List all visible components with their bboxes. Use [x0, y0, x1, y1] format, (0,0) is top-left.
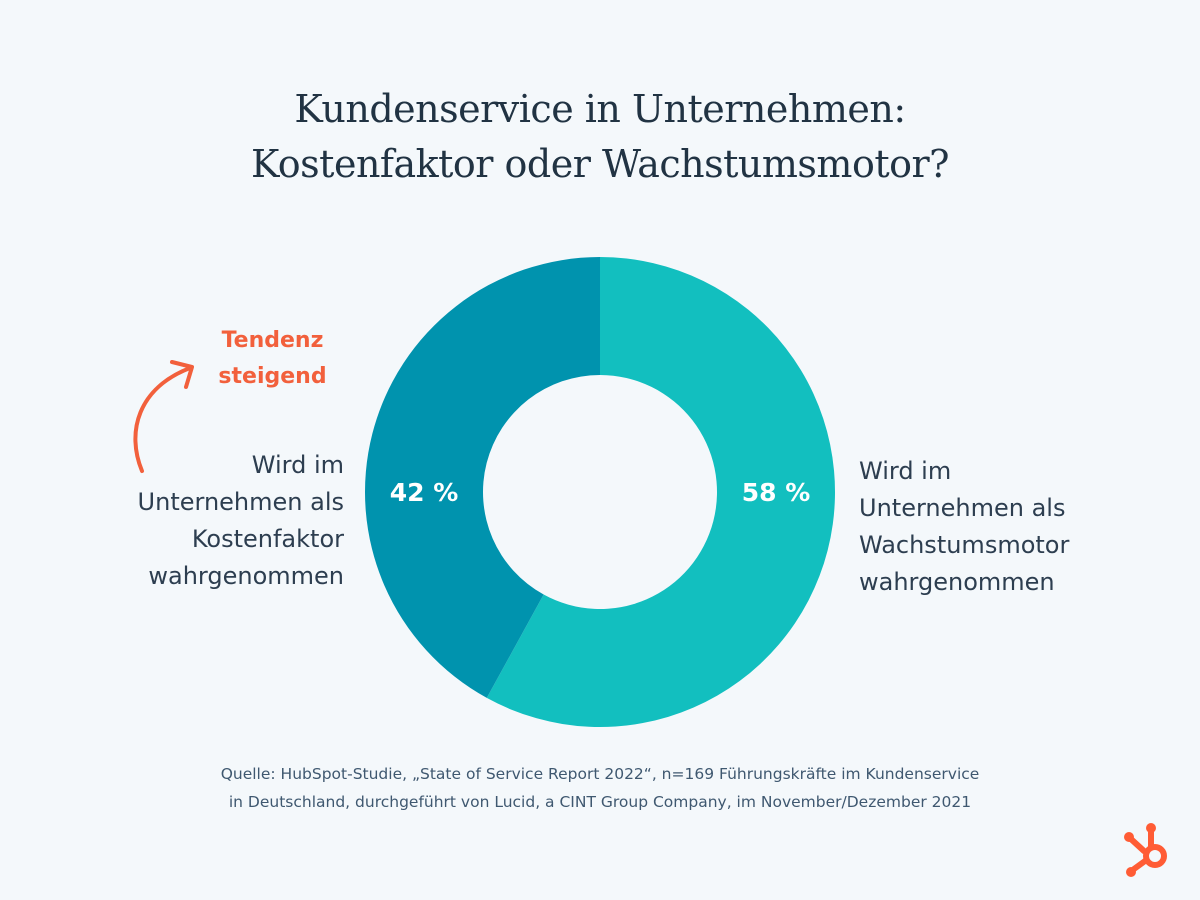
slice-wachstumsmotor — [486, 257, 835, 728]
slice-kostenfaktor-value-label: 42 % — [390, 478, 459, 507]
slice-label-wachstumsmotor-line-3: Wachstumsmotor — [859, 531, 1070, 559]
slice-label-wachstumsmotor: Wird im Unternehmen als Wachstumsmotor w… — [859, 453, 1069, 601]
slice-label-kostenfaktor-line-1: Wird im — [251, 451, 344, 479]
slice-label-kostenfaktor-line-4: wahrgenommen — [148, 562, 344, 590]
slice-wachstumsmotor-value-label: 58 % — [742, 478, 811, 507]
trend-annotation-line-1: Tendenz — [221, 328, 324, 353]
hubspot-sprocket-icon[interactable] — [1117, 818, 1181, 882]
slice-label-wachstumsmotor-line-4: wahrgenommen — [859, 568, 1055, 596]
trend-arrow-icon — [133, 360, 194, 473]
slice-label-kostenfaktor-line-2: Unternehmen als — [137, 488, 344, 516]
trend-annotation-line-2: steigend — [218, 364, 327, 389]
slice-label-wachstumsmotor-line-2: Unternehmen als — [859, 494, 1066, 522]
chart-title: Kundenservice in Unternehmen: Kostenfakt… — [0, 82, 1200, 192]
trend-annotation: Tendenz steigend — [200, 323, 345, 395]
source-note: Quelle: HubSpot-Studie, „State of Servic… — [0, 760, 1200, 816]
source-note-line-2: in Deutschland, durchgeführt von Lucid, … — [228, 793, 972, 811]
slice-label-kostenfaktor: Wird im Unternehmen als Kostenfaktor wah… — [138, 447, 344, 595]
slice-label-kostenfaktor-line-3: Kostenfaktor — [191, 525, 344, 553]
slice-kostenfaktor — [364, 257, 600, 698]
slice-label-wachstumsmotor-line-1: Wird im — [859, 457, 952, 485]
chart-title-line-1: Kundenservice in Unternehmen: — [294, 87, 906, 131]
source-note-line-1: Quelle: HubSpot-Studie, „State of Servic… — [220, 765, 980, 783]
chart-title-line-2: Kostenfaktor oder Wachstumsmotor? — [250, 142, 950, 186]
